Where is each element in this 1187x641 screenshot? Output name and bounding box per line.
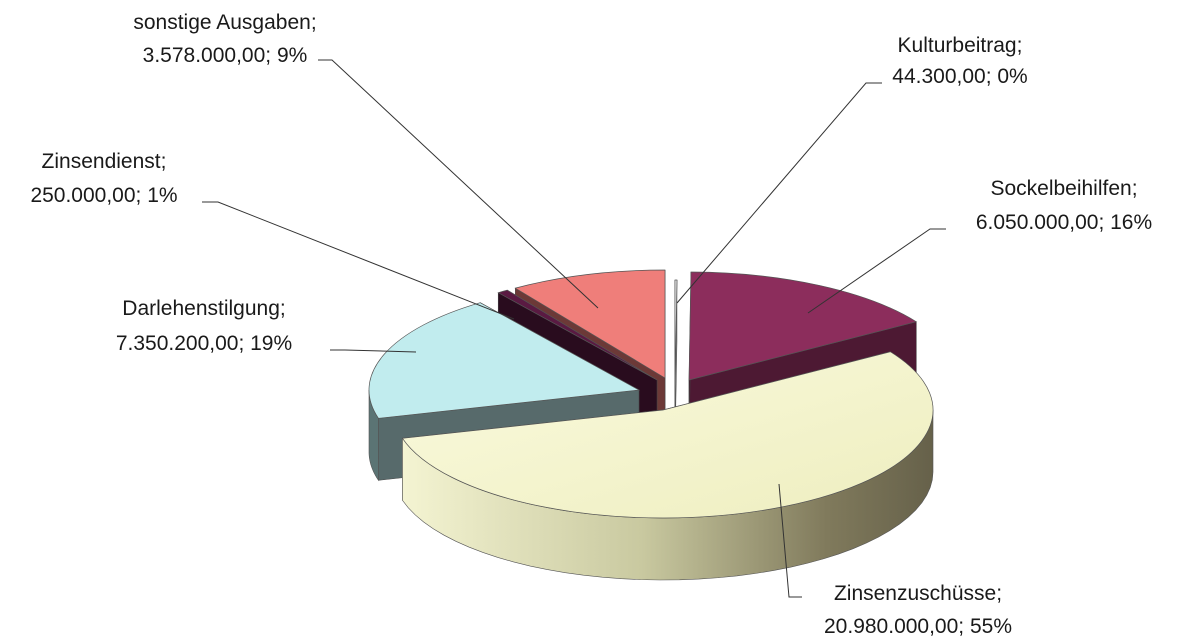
pie-slice-top-zinsendienst <box>497 289 658 381</box>
pie-slice-top-sockelbeihilfen <box>688 271 918 381</box>
slice-label-value-sockelbeihilfen: 6.050.000,00; 16% <box>976 211 1152 234</box>
slice-labels: Kulturbeitrag; 44.300,00; 0% Sockelbeihilf… <box>30 11 1152 638</box>
slice-label-name-sonstige-ausgaben: sonstige Ausgaben; <box>133 11 316 34</box>
slice-label-name-kulturbeitrag: Kulturbeitrag; <box>898 34 1023 57</box>
slice-label-value-zinsendienst: 250.000,00; 1% <box>30 184 177 207</box>
leader-line-sonstige-ausgaben <box>318 59 599 309</box>
pie-slice-top-sonstige-ausgaben <box>514 269 666 379</box>
leader-line-kulturbeitrag <box>676 82 882 304</box>
slice-label-name-zinsenzuschuesse: Zinsenzuschüsse; <box>834 582 1002 605</box>
pie-slice-top-zinsenzuschuesse <box>401 351 934 519</box>
pie-slices <box>368 269 934 581</box>
slice-label-value-darlehenstilgung: 7.350.200,00; 19% <box>116 332 292 355</box>
pie-slice-zinsenzuschuesse <box>401 351 934 581</box>
slice-label-name-zinsendienst: Zinsendienst; <box>42 150 167 173</box>
slice-label-name-sockelbeihilfen: Sockelbeihilfen; <box>990 177 1137 200</box>
slice-label-value-sonstige-ausgaben: 3.578.000,00; 9% <box>143 44 308 67</box>
pie-slice-top-kulturbeitrag <box>674 279 678 389</box>
slice-label-value-kulturbeitrag: 44.300,00; 0% <box>892 65 1027 88</box>
pie-slice-top-darlehenstilgung <box>368 302 641 419</box>
leader-line-darlehenstilgung <box>330 349 417 353</box>
leader-line-sockelbeihilfen <box>807 228 946 314</box>
leader-line-zinsendienst <box>202 201 515 320</box>
slice-label-value-zinsenzuschuesse: 20.980.000,00; 55% <box>824 615 1012 638</box>
slice-label-name-darlehenstilgung: Darlehenstilgung; <box>122 297 285 320</box>
leader-lines <box>202 59 946 598</box>
leader-line-zinsenzuschuesse <box>778 483 802 598</box>
